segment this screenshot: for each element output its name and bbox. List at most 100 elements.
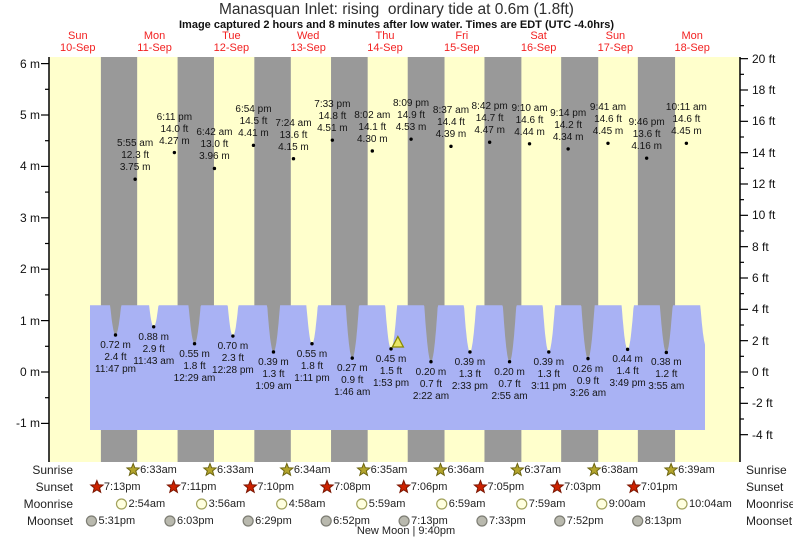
- low-tide-annotation: 0.27 m 0.9 ft 1:46 am: [320, 363, 384, 399]
- tide-annotation-line: 2:33 pm: [451, 380, 489, 392]
- tide-annotation-line: 4.39 m: [435, 129, 467, 141]
- low-tide-annotation: 0.55 m 1.8 ft 12:29 am: [163, 349, 227, 385]
- low-tide-annotation: 0.72 m 2.4 ft 11:47 pm: [84, 340, 148, 376]
- high-tide-annotation: 7:33 pm 14.8 ft 4.51 m: [300, 99, 364, 135]
- tide-point: [547, 350, 551, 354]
- y-axis-label-ft: 20 ft: [752, 51, 776, 66]
- sunset-row-label-right: Sunset: [746, 480, 784, 494]
- tide-point: [625, 347, 630, 352]
- tide-annotation-line: 3:55 am: [648, 381, 685, 393]
- low-tide-annotation: 0.20 m 0.7 ft 2:55 am: [478, 367, 542, 403]
- sunrise-time: 6:36am: [447, 464, 485, 476]
- low-tide-annotation: 0.88 m 2.9 ft 11:43 am: [122, 332, 186, 368]
- sunset-time: 7:11pm: [180, 481, 217, 493]
- moonset-time: 7:33pm: [488, 515, 526, 527]
- day-label-line: 12-Sep: [213, 42, 250, 54]
- tide-point: [664, 350, 669, 355]
- moonset-icon: [476, 515, 488, 527]
- tide-annotation-line: 1:53 pm: [372, 377, 410, 389]
- high-tide-annotation: 8:09 pm 14.9 ft 4.53 m: [379, 98, 443, 134]
- chart-subtitle: Image captured 2 hours and 8 minutes aft…: [178, 19, 615, 31]
- sunset-icon: [166, 479, 182, 494]
- tide-annotation-line: 0.70 m: [217, 341, 249, 353]
- tide-annotation-line: 4.51 m: [317, 123, 348, 135]
- high-tide-annotation: 9:41 am 14.6 ft 4.45 m: [576, 102, 640, 138]
- sunrise-time: 6:38am: [601, 464, 638, 476]
- sunset-icon: [89, 479, 105, 494]
- tide-annotation-line: 3.96 m: [199, 151, 230, 163]
- low-tide-annotation: 0.39 m 1.3 ft 1:09 am: [241, 357, 305, 393]
- tide-annotation-line: 4.45 m: [671, 126, 702, 138]
- tide-annotation-line: 4.45 m: [592, 126, 624, 138]
- tide-annotation-line: 9:41 am: [589, 102, 627, 114]
- tide-annotation-line: 2.4 ft: [104, 351, 127, 363]
- day-label-line: 13-Sep: [290, 42, 326, 54]
- tide-point: [566, 147, 570, 151]
- tide-annotation-line: 14.2 ft: [554, 119, 583, 131]
- tide-annotation-line: 12:29 am: [173, 372, 216, 384]
- y-axis-label-ft: 16 ft: [752, 114, 776, 129]
- tide-annotation-line: 3:11 pm: [531, 380, 567, 392]
- high-tide-annotation: 6:54 pm 14.5 ft 4.41 m: [221, 104, 285, 140]
- high-tide-annotation: 8:02 am 14.1 ft 4.30 m: [340, 110, 404, 146]
- tide-annotation-line: 8:37 am: [432, 105, 470, 117]
- tide-annotation-line: 11:47 pm: [95, 363, 136, 375]
- high-tide-annotation: 5:55 am 12.3 ft 3.75 m: [103, 138, 167, 174]
- day-label-line: Thu: [375, 30, 395, 42]
- tide-annotation-line: 3:49 pm: [609, 378, 646, 390]
- moon-phase-label: New Moon | 9:40pm: [356, 525, 456, 537]
- high-tide-annotation: 6:11 pm 14.0 ft 4.27 m: [142, 112, 206, 148]
- tide-annotation-line: 1.4 ft: [616, 366, 639, 378]
- moonrise-time: 10:04am: [689, 498, 732, 510]
- tide-annotation-line: 14.8 ft: [318, 111, 347, 123]
- day-label-line: Mon: [681, 30, 703, 42]
- tide-annotation-line: 14.6 ft: [672, 114, 701, 126]
- tide-point: [113, 333, 118, 337]
- high-tide-annotation: 9:46 pm 13.6 ft 4.16 m: [615, 117, 679, 153]
- tide-annotation-line: 6:54 pm: [235, 104, 272, 116]
- day-label: Tue 12-Sep: [214, 30, 249, 54]
- sunrise-row-label-left: Sunrise: [32, 463, 73, 477]
- high-tide-annotation: 7:24 am 13.6 ft 4.15 m: [261, 118, 325, 154]
- tide-annotation-line: 0.9 ft: [576, 375, 600, 387]
- tide-annotation-line: 0.44 m: [612, 354, 643, 366]
- tide-annotation-line: 13.6 ft: [279, 129, 308, 141]
- sunrise-icon: [356, 462, 372, 477]
- moonrise-icon: [436, 498, 448, 510]
- moonrise-row-label-left: Moonrise: [23, 497, 73, 511]
- tide-annotation-line: 14.5 ft: [239, 116, 268, 128]
- tide-annotation-line: 0.45 m: [375, 353, 407, 365]
- tide-annotation-line: 14.0 ft: [160, 123, 189, 135]
- low-tide-annotation: 0.26 m 0.9 ft 3:26 am: [556, 364, 620, 400]
- tide-point: [606, 141, 610, 145]
- moonrise-time: 4:58am: [288, 498, 326, 510]
- sunrise-time: 6:33am: [140, 464, 177, 476]
- moonset-icon: [164, 515, 176, 527]
- day-label-line: 15-Sep: [444, 42, 480, 54]
- day-label: Thu 14-Sep: [367, 30, 402, 54]
- sunset-icon: [626, 479, 642, 494]
- tide-point: [330, 138, 335, 142]
- y-axis-label-ft: -4 ft: [752, 427, 773, 442]
- chart-title: Manasquan Inlet: rising ordinary tide at…: [219, 1, 574, 18]
- tide-annotation-line: 8:09 pm: [393, 98, 430, 110]
- tide-annotation-line: 2:22 am: [412, 390, 450, 402]
- y-axis-label-m: 1 m: [19, 313, 40, 328]
- tide-point: [527, 142, 532, 146]
- y-axis-label-ft: 8 ft: [752, 239, 769, 254]
- tide-point: [429, 360, 433, 364]
- tide-annotation-line: 9:10 am: [511, 102, 548, 114]
- tide-point: [133, 177, 137, 181]
- day-label: Sat 16-Sep: [521, 30, 556, 54]
- y-axis-label-m: 5 m: [19, 108, 40, 122]
- tide-annotation-line: 1.8 ft: [183, 360, 206, 372]
- moonrise-time: 6:59am: [448, 498, 486, 510]
- moonset-icon: [632, 515, 644, 527]
- low-tide-annotation: 0.20 m 0.7 ft 2:22 am: [399, 367, 463, 403]
- high-tide-annotation: 6:42 am 13.0 ft 3.96 m: [182, 127, 246, 163]
- sunset-time: 7:03pm: [564, 481, 601, 493]
- tide-point: [271, 350, 276, 354]
- tide-annotation-line: 4.15 m: [278, 141, 309, 153]
- low-tide-annotation: 0.38 m 1.2 ft 3:55 am: [634, 357, 698, 393]
